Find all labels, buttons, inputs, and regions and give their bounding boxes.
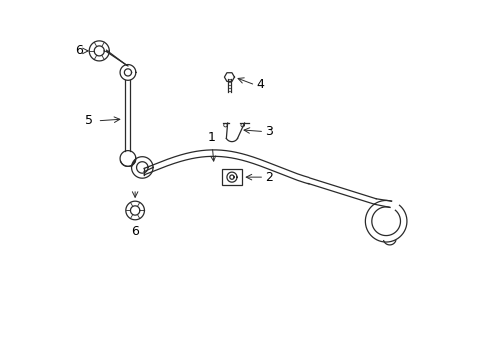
Bar: [221, 169, 242, 185]
Text: 6: 6: [75, 44, 83, 57]
Text: 3: 3: [265, 125, 273, 138]
Text: 6: 6: [131, 225, 139, 238]
Text: 5: 5: [85, 114, 93, 127]
Text: 2: 2: [265, 171, 273, 184]
Text: 4: 4: [256, 78, 264, 91]
Text: 1: 1: [207, 131, 215, 161]
